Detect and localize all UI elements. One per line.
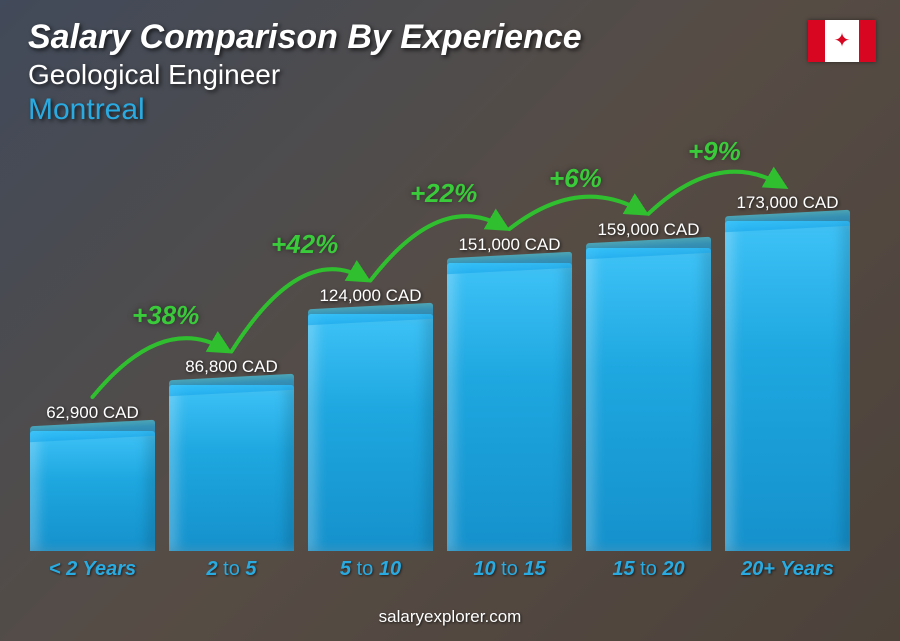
page-title: Salary Comparison By Experience (28, 18, 582, 57)
bar (30, 431, 155, 551)
bar-value-label: 151,000 CAD (458, 235, 560, 255)
bar-slot: 159,000 CAD (586, 220, 711, 551)
x-label: < 2 Years (30, 558, 155, 581)
bar-value-label: 62,900 CAD (46, 403, 139, 423)
x-label: 20+ Years (725, 558, 850, 581)
flag-left-band (808, 20, 825, 62)
chart-area: 62,900 CAD 86,800 CAD124,000 CAD 151,000 C… (30, 151, 850, 581)
bar-value-label: 159,000 CAD (597, 220, 699, 240)
bar (447, 263, 572, 551)
x-label: 10 to 15 (447, 558, 572, 581)
bar-slot: 124,000 CAD (308, 286, 433, 551)
footer-credit: salaryexplorer.com (0, 607, 900, 627)
x-label: 5 to 10 (308, 558, 433, 581)
x-label: 2 to 5 (169, 558, 294, 581)
country-flag: ✦ (808, 20, 876, 62)
maple-leaf-icon: ✦ (834, 31, 851, 51)
x-label: 15 to 20 (586, 558, 711, 581)
page-location: Montreal (28, 93, 582, 127)
increase-badge: +38% (132, 300, 199, 331)
bar (586, 248, 711, 551)
increase-badge: +42% (271, 229, 338, 260)
increase-badge: +22% (410, 178, 477, 209)
flag-right-band (859, 20, 876, 62)
bars-container: 62,900 CAD 86,800 CAD124,000 CAD 151,000 C… (30, 151, 850, 551)
bar (308, 314, 433, 551)
page-subtitle: Geological Engineer (28, 59, 582, 91)
increase-badge: +6% (549, 163, 602, 194)
bar-slot: 86,800 CAD (169, 357, 294, 551)
increase-badge: +9% (688, 136, 741, 167)
bar (169, 385, 294, 551)
x-labels: < 2 Years 2 to 5 5 to 10 10 to 15 15 to 20 20… (30, 558, 850, 581)
flag-center: ✦ (825, 20, 859, 62)
bar (725, 221, 850, 551)
bar-slot: 62,900 CAD (30, 403, 155, 551)
bar-value-label: 173,000 CAD (736, 193, 838, 213)
bar-slot: 173,000 CAD (725, 193, 850, 551)
bar-slot: 151,000 CAD (447, 235, 572, 551)
header: Salary Comparison By Experience Geologic… (28, 18, 582, 127)
